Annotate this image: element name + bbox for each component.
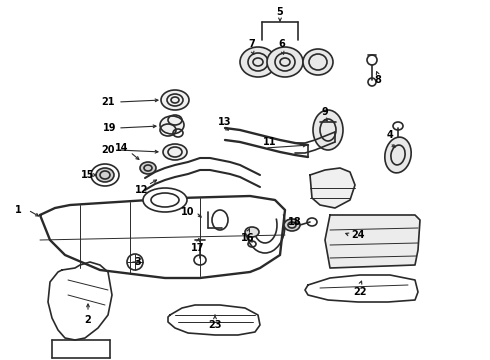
Text: 24: 24 (351, 230, 365, 240)
Polygon shape (40, 196, 285, 278)
Ellipse shape (161, 90, 189, 110)
Text: 21: 21 (101, 97, 115, 107)
Text: 9: 9 (321, 107, 328, 117)
Text: 7: 7 (248, 39, 255, 49)
Text: 19: 19 (103, 123, 117, 133)
Text: 23: 23 (208, 320, 222, 330)
Ellipse shape (284, 219, 300, 231)
Text: 1: 1 (15, 205, 22, 215)
Ellipse shape (160, 116, 184, 134)
Ellipse shape (143, 188, 187, 212)
Ellipse shape (96, 168, 114, 182)
Ellipse shape (163, 144, 187, 160)
Text: 8: 8 (374, 75, 381, 85)
Text: 14: 14 (115, 143, 129, 153)
Text: 4: 4 (387, 130, 393, 140)
Text: 6: 6 (279, 39, 285, 49)
Ellipse shape (240, 47, 276, 77)
Polygon shape (325, 215, 420, 268)
Polygon shape (168, 305, 260, 335)
Text: 11: 11 (263, 137, 277, 147)
Text: 2: 2 (85, 315, 91, 325)
Text: 5: 5 (277, 7, 283, 17)
Text: 13: 13 (218, 117, 232, 127)
Text: 3: 3 (135, 257, 142, 267)
Text: 17: 17 (191, 243, 205, 253)
Ellipse shape (245, 227, 259, 237)
Polygon shape (305, 275, 418, 302)
Polygon shape (48, 262, 112, 340)
Ellipse shape (140, 162, 156, 174)
Ellipse shape (385, 137, 411, 173)
Text: 16: 16 (241, 233, 255, 243)
Text: 20: 20 (101, 145, 115, 155)
Ellipse shape (313, 110, 343, 150)
Text: 12: 12 (135, 185, 149, 195)
Text: 15: 15 (81, 170, 95, 180)
Text: 18: 18 (288, 217, 302, 227)
Polygon shape (310, 168, 355, 208)
Text: 10: 10 (181, 207, 195, 217)
Text: 22: 22 (353, 287, 367, 297)
Ellipse shape (303, 49, 333, 75)
Ellipse shape (267, 47, 303, 77)
